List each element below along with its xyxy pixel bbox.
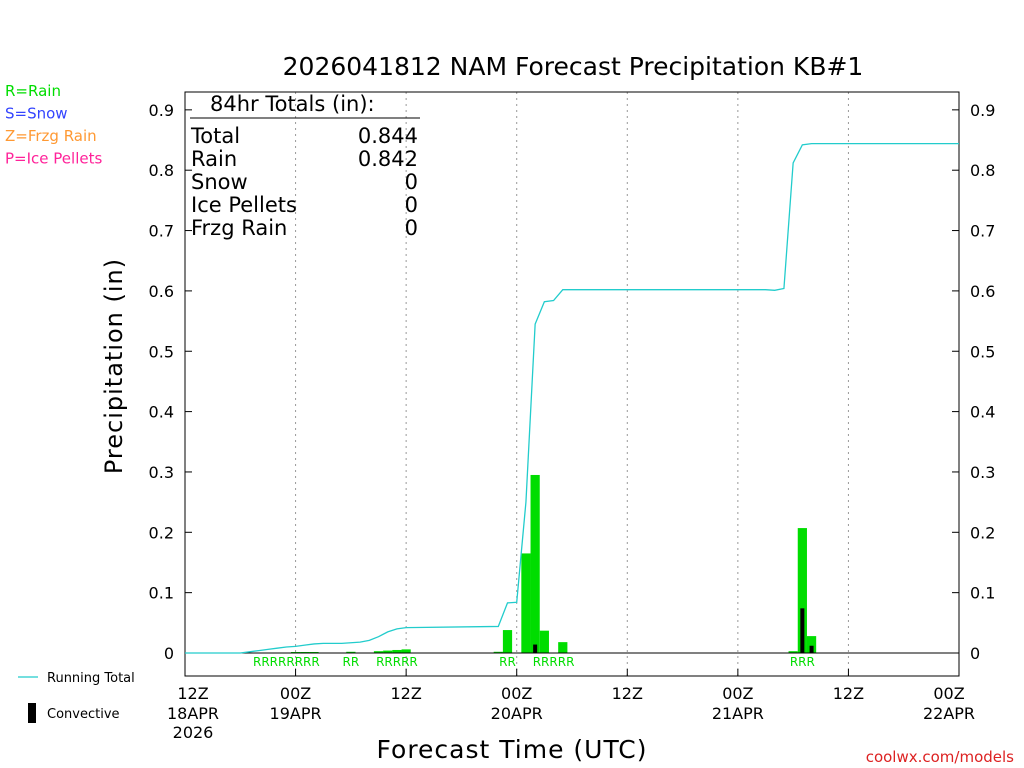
x-axis-label: Forecast Time (UTC) [377, 735, 648, 764]
x-tick-date: 22APR [923, 704, 975, 723]
totals-header: 84hr Totals (in): [210, 92, 375, 116]
totals-row-label: Snow [191, 170, 248, 194]
precip-bar [392, 649, 402, 653]
precip-bar [539, 630, 549, 653]
ptype-legend-item: P=Ice Pellets [5, 150, 102, 168]
ptype-legend: R=Rain S=Snow Z=Frzg Rain P=Ice Pellets [5, 82, 102, 168]
x-tick-label: 12Z [612, 684, 643, 703]
y-tick-label-left: 0.8 [149, 161, 174, 180]
x-tick-label: 00Z [722, 684, 753, 703]
x-tick-label: 00Z [501, 684, 532, 703]
precip-bar [558, 642, 568, 653]
precip-bar [502, 630, 513, 653]
y-tick-label-left: 0 [164, 644, 174, 663]
gridlines [295, 92, 849, 676]
convective-legend-swatch [28, 703, 36, 723]
x-tick-label: 00Z [933, 684, 964, 703]
y-axis: 0 00.1 0.10.2 0.20.3 0.30.4 0.40.5 0.50.6 0.60.… [149, 101, 996, 663]
x-tick-date: 19APR [270, 704, 322, 723]
y-tick-label-right: 0 [970, 644, 980, 663]
y-tick-label-left: 0.3 [149, 463, 174, 482]
ptype-legend-item: R=Rain [5, 82, 61, 100]
x-tick-label: 12Z [177, 684, 208, 703]
totals-row-value: 0.842 [358, 147, 418, 171]
precip-bar [521, 553, 531, 653]
convective-bar [809, 645, 814, 653]
y-tick-label-right: 0.9 [970, 101, 995, 120]
ptype-labels: RRRRRRRR RR RRRRR RR RRRRR RRR [253, 655, 815, 669]
credit-text: coolwx.com/models [866, 748, 1014, 766]
totals-row-label: Frzg Rain [191, 216, 287, 240]
precip-bar [373, 651, 384, 653]
y-tick-label-right: 0.2 [970, 523, 995, 542]
y-tick-label-left: 0.5 [149, 342, 174, 361]
y-tick-label-right: 0.7 [970, 222, 995, 241]
y-tick-label-left: 0.7 [149, 222, 174, 241]
x-tick-date: 20APR [491, 704, 543, 723]
precip-bar [788, 651, 798, 653]
running-total-line [185, 142, 959, 654]
convective-bars [533, 608, 814, 653]
precip-bar [383, 650, 393, 653]
ptype-label: RRRRR [533, 655, 575, 669]
convective-bar [800, 608, 805, 653]
y-tick-label-right: 0.8 [970, 161, 995, 180]
totals-box: 84hr Totals (in): Total 0.844 Rain 0.842 Sno… [190, 92, 420, 240]
y-tick-label-right: 0.3 [970, 463, 995, 482]
y-tick-label-right: 0.1 [970, 584, 995, 603]
y-tick-label-left: 0.6 [149, 282, 174, 301]
y-tick-label-right: 0.6 [970, 282, 995, 301]
y-tick-label-left: 0.9 [149, 101, 174, 120]
ptype-label: RRR [790, 655, 815, 669]
plot-frame [184, 91, 960, 677]
totals-row-label: Ice Pellets [191, 193, 297, 217]
precip-bars [290, 474, 817, 653]
running-total-legend-label: Running Total [47, 671, 135, 686]
convective-legend-label: Convective [47, 707, 120, 722]
y-axis-label: Precipitation (in) [100, 258, 128, 474]
y-tick-label-left: 0.4 [149, 403, 174, 422]
x-tick-date: 21APR [712, 704, 764, 723]
precip-bar [530, 474, 540, 653]
precip-bar [797, 528, 807, 653]
ptype-label: RRRRRRRR [253, 655, 320, 669]
x-tick-year: 2026 [173, 723, 214, 742]
y-tick-label-right: 0.5 [970, 342, 995, 361]
totals-row-value: 0.844 [358, 124, 418, 148]
totals-row-label: Total [190, 124, 240, 148]
totals-row-value: 0 [405, 193, 418, 217]
x-tick-label: 00Z [280, 684, 311, 703]
precip-bar [401, 649, 411, 653]
x-tick-date: 18APR [167, 704, 219, 723]
y-tick-label-right: 0.4 [970, 403, 995, 422]
x-tick-label: 12Z [833, 684, 864, 703]
precip-bar [346, 651, 356, 653]
ptype-label: RR [343, 655, 360, 669]
y-tick-label-left: 0.1 [149, 584, 174, 603]
ptype-label: RRRRR [376, 655, 418, 669]
totals-row-label: Rain [191, 147, 237, 171]
y-tick-label-left: 0.2 [149, 523, 174, 542]
precip-bar [493, 651, 503, 653]
ptype-legend-item: S=Snow [5, 105, 68, 123]
totals-row-value: 0 [405, 170, 418, 194]
totals-row-value: 0 [405, 216, 418, 240]
ptype-label: RR [499, 655, 516, 669]
chart-title: 2026041812 NAM Forecast Precipitation KB… [283, 52, 864, 81]
ptype-legend-item: Z=Frzg Rain [5, 127, 97, 145]
precip-bar [806, 636, 817, 653]
x-tick-label: 12Z [390, 684, 421, 703]
convective-bar [533, 644, 538, 653]
